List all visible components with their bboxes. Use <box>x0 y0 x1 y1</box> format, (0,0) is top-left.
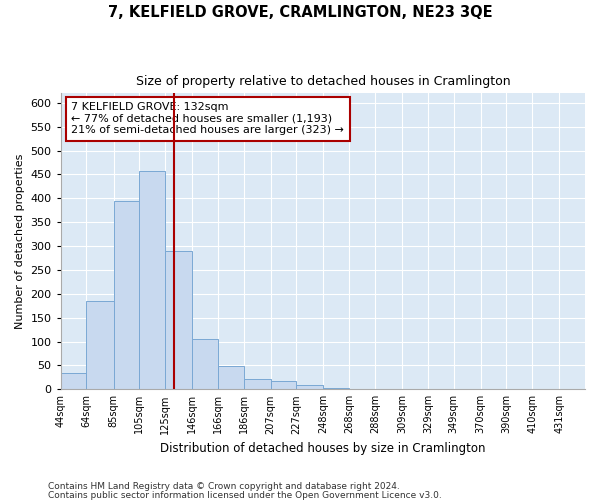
X-axis label: Distribution of detached houses by size in Cramlington: Distribution of detached houses by size … <box>160 442 485 455</box>
Bar <box>192 339 218 390</box>
Text: Contains HM Land Registry data © Crown copyright and database right 2024.: Contains HM Land Registry data © Crown c… <box>48 482 400 491</box>
Bar <box>113 200 139 390</box>
Title: Size of property relative to detached houses in Cramlington: Size of property relative to detached ho… <box>136 75 510 88</box>
Bar <box>165 251 192 390</box>
Bar <box>86 301 113 390</box>
Bar <box>323 388 349 390</box>
Bar <box>139 170 165 390</box>
Y-axis label: Number of detached properties: Number of detached properties <box>15 154 25 329</box>
Bar <box>218 366 244 390</box>
Bar <box>244 379 271 390</box>
Text: Contains public sector information licensed under the Open Government Licence v3: Contains public sector information licen… <box>48 490 442 500</box>
Bar <box>296 386 323 390</box>
Bar <box>271 381 296 390</box>
Bar <box>61 372 86 390</box>
Text: 7 KELFIELD GROVE: 132sqm
← 77% of detached houses are smaller (1,193)
21% of sem: 7 KELFIELD GROVE: 132sqm ← 77% of detach… <box>71 102 344 136</box>
Text: 7, KELFIELD GROVE, CRAMLINGTON, NE23 3QE: 7, KELFIELD GROVE, CRAMLINGTON, NE23 3QE <box>107 5 493 20</box>
